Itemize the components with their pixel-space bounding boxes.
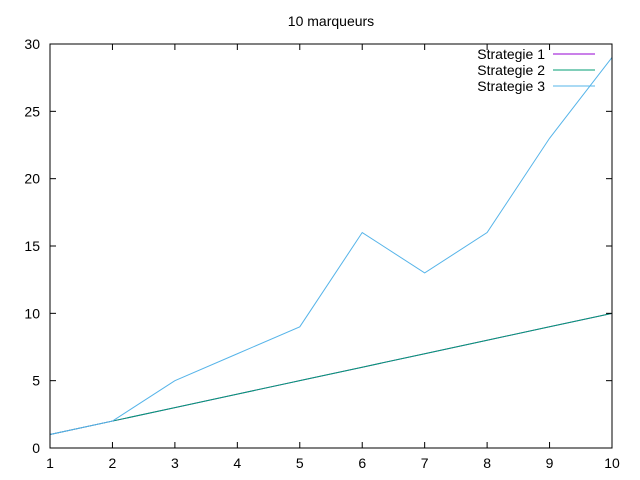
y-tick-label: 15 [24,238,40,254]
x-tick-label: 3 [171,455,179,471]
x-tick-label: 10 [604,455,620,471]
y-tick-label: 20 [24,171,40,187]
chart-title: 10 marqueurs [288,13,374,29]
y-tick-label: 25 [24,103,40,119]
y-tick-label: 30 [24,36,40,52]
x-tick-label: 4 [233,455,241,471]
series-layer [49,57,613,436]
legend-label: Strategie 2 [477,62,545,78]
x-tick-label: 6 [358,455,366,471]
x-tick-label: 2 [109,455,117,471]
x-tick-label: 5 [296,455,304,471]
series-line-3 [49,57,613,436]
x-tick-label: 7 [421,455,429,471]
y-tick-label: 5 [32,373,40,389]
y-tick-label: 0 [32,440,40,456]
y-tick-label: 10 [24,305,40,321]
x-tick-label: 1 [46,455,54,471]
x-tick-label: 9 [546,455,554,471]
legend-label: Strategie 1 [477,46,545,62]
series-line-2 [49,312,613,436]
axes-layer: 1 2 3 4 5 6 7 8 9 10 0 5 10 15 20 25 30 [24,36,620,471]
x-tick-label: 8 [483,455,491,471]
legend-label: Strategie 3 [477,78,545,94]
